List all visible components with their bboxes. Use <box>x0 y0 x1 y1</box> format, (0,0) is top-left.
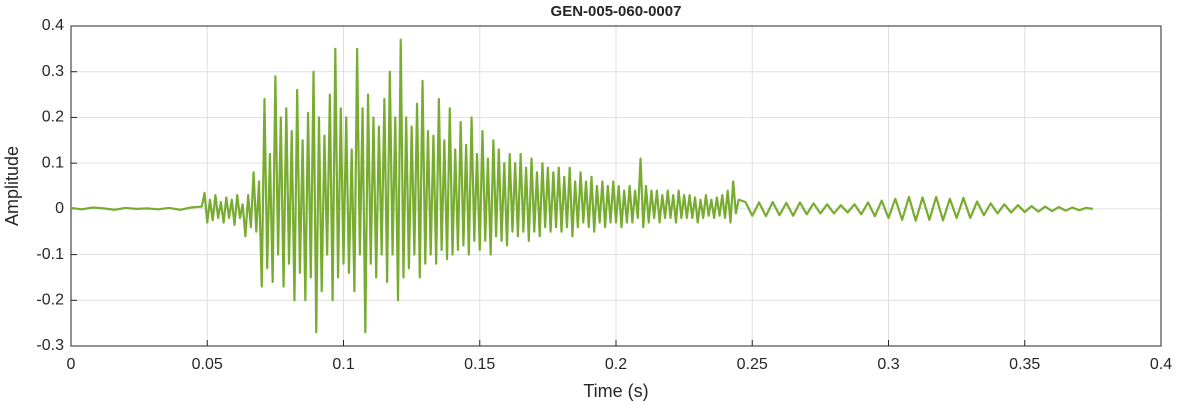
x-tick-label: 0.35 <box>1009 356 1040 373</box>
y-tick-label: -0.2 <box>36 292 64 309</box>
x-tick-label: 0.1 <box>332 356 354 373</box>
y-axis-label: Amplitude <box>2 146 22 226</box>
waveform-line <box>70 38 1094 334</box>
x-tick-label: 0.4 <box>1150 356 1172 373</box>
y-tick-label: -0.1 <box>36 246 64 263</box>
x-tick-label: 0.05 <box>192 356 223 373</box>
y-tick-label: 0.1 <box>42 154 64 171</box>
y-tick-label: 0 <box>55 200 64 217</box>
plot-frame <box>70 25 1162 347</box>
chart-title: GEN-005-060-0007 <box>551 3 682 20</box>
x-tick-label: 0.25 <box>737 356 768 373</box>
x-tick-label: 0 <box>67 356 76 373</box>
x-axis-label: Time (s) <box>583 381 648 401</box>
y-tick-label: -0.3 <box>36 337 64 354</box>
x-tick-label: 0.15 <box>464 356 495 373</box>
y-tick-label: 0.3 <box>42 63 64 80</box>
y-tick-label: 0.2 <box>42 109 64 126</box>
x-tick-label: 0.3 <box>877 356 899 373</box>
y-tick-label: 0.4 <box>42 17 64 34</box>
x-tick-label: 0.2 <box>605 356 627 373</box>
